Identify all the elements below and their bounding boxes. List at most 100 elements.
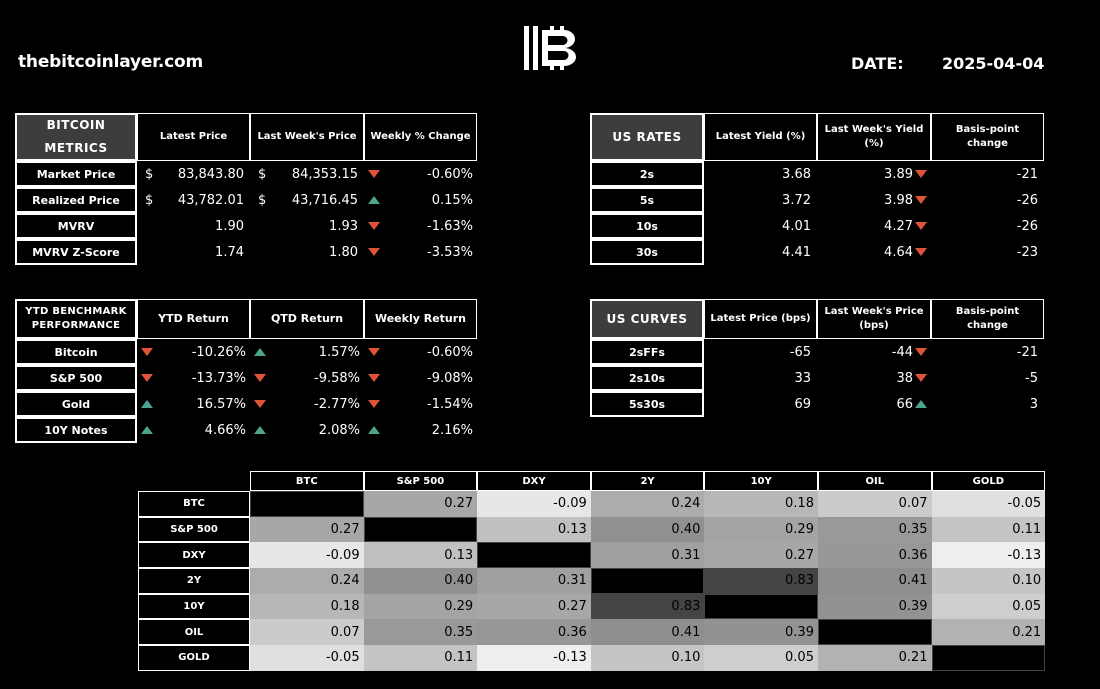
corr-cell: 0.39	[817, 593, 932, 620]
corr-row-label: 2Y	[138, 568, 250, 594]
corr-cell: -0.05	[931, 491, 1046, 517]
corr-diagonal-cell	[590, 568, 705, 594]
corr-cell: 0.05	[704, 645, 818, 671]
corr-cell: 0.29	[704, 516, 818, 543]
latest-value: $43,782.01	[145, 192, 244, 208]
trend-arrow-icon	[915, 348, 927, 356]
corr-cell: 0.10	[931, 568, 1046, 594]
corr-cell: -0.13	[477, 645, 591, 671]
correlation-matrix: BTC S&P 500 DXY 2Y 10Y OIL GOLD BTC 0.27 -0.09 0.2…	[138, 471, 1046, 671]
corr-cell: 0.27	[363, 491, 478, 517]
latest-value: -65	[789, 344, 811, 360]
row-label: MVRV Z-Score	[15, 239, 137, 265]
corr-cell: 0.24	[590, 491, 705, 517]
last-week-cell: 3.98	[817, 187, 931, 213]
corr-cell: 0.41	[817, 568, 932, 594]
corr-cell: 0.40	[590, 516, 705, 543]
corr-cell: 0.31	[590, 542, 705, 569]
change-value: -23	[1016, 244, 1038, 260]
corr-col-header: OIL	[817, 471, 932, 491]
us-curves-table: US CURVES Latest Price (bps) Last Week's…	[590, 299, 1044, 417]
col-bp-change: Basis-point change	[931, 113, 1044, 161]
corr-cell: 0.27	[704, 542, 818, 569]
trend-arrow-icon	[141, 348, 153, 356]
latest-value: 33	[794, 370, 811, 386]
corr-cell: 0.35	[363, 619, 478, 646]
change-value: -26	[1016, 218, 1038, 234]
corr-cell: 0.24	[250, 568, 364, 594]
trend-arrow-icon	[368, 222, 380, 230]
row-label: Market Price	[15, 161, 137, 187]
corr-cell: 0.21	[931, 619, 1046, 646]
latest-value: 3.72	[782, 192, 811, 208]
last-week-value: $43,716.45	[258, 192, 358, 208]
row-label: Realized Price	[15, 187, 137, 213]
corr-diagonal-cell	[250, 491, 364, 517]
corr-cell: 0.13	[363, 542, 478, 569]
last-week-value: 1.93	[329, 218, 358, 234]
qtd-cell: -9.58%	[250, 365, 364, 391]
corr-diagonal-cell	[363, 516, 478, 543]
corr-col-header: DXY	[477, 471, 591, 491]
corr-col-header: GOLD	[931, 471, 1046, 491]
us-rates-table: US RATES Latest Yield (%) Last Week's Yi…	[590, 113, 1044, 265]
ytd-benchmark-table: YTD BENCHMARK PERFORMANCE YTD Return QTD…	[15, 299, 477, 443]
ytd-benchmark-title: YTD BENCHMARK PERFORMANCE	[15, 299, 137, 339]
trend-arrow-icon	[368, 374, 380, 382]
corr-cell: 0.10	[590, 645, 705, 671]
last-week-cell: 38	[817, 365, 931, 391]
corr-cell: 0.29	[363, 593, 478, 620]
col-bp-change: Basis-point change	[931, 299, 1044, 339]
change-value: -5	[1025, 370, 1038, 386]
change-value: -21	[1016, 344, 1038, 360]
corr-cell: 0.05	[931, 593, 1046, 620]
corr-col-header: S&P 500	[363, 471, 478, 491]
corr-cell: -0.09	[477, 491, 591, 517]
trend-arrow-icon	[368, 248, 380, 256]
corr-cell: 0.36	[817, 542, 932, 569]
corr-diagonal-cell	[704, 593, 818, 620]
row-label: 2s10s	[590, 365, 704, 391]
corr-diagonal-cell	[477, 542, 591, 569]
corr-diagonal-cell	[931, 645, 1046, 671]
change-cell: -1.63%	[364, 213, 477, 239]
corr-cell: -0.13	[931, 542, 1046, 569]
change-value: 3	[1029, 396, 1038, 412]
corr-cell: -0.05	[250, 645, 364, 671]
latest-value: 3.68	[782, 166, 811, 182]
us-rates-title: US RATES	[590, 113, 704, 161]
trend-arrow-icon	[254, 348, 266, 356]
ytd-cell: 4.66%	[137, 417, 250, 443]
qtd-cell: 1.57%	[250, 339, 364, 365]
trend-arrow-icon	[368, 426, 380, 434]
corr-cell: 0.27	[477, 593, 591, 620]
trend-arrow-icon	[254, 374, 266, 382]
trend-arrow-icon	[915, 400, 927, 408]
us-curves-title: US CURVES	[590, 299, 704, 339]
last-week-cell: 66	[817, 391, 931, 417]
corr-cell: 0.11	[931, 516, 1046, 543]
bitcoin-metrics-table: BITCOIN METRICS Latest Price Last Week's…	[15, 113, 477, 265]
corr-cell: 0.18	[704, 491, 818, 517]
change-cell: -0.60%	[364, 161, 477, 187]
col-latest-yield: Latest Yield (%)	[704, 113, 817, 161]
latest-value: 1.74	[215, 244, 244, 260]
corr-cell: 0.21	[817, 645, 932, 671]
row-label: 2sFFs	[590, 339, 704, 365]
trend-arrow-icon	[368, 348, 380, 356]
corr-cell: 0.31	[477, 568, 591, 594]
row-label: 30s	[590, 239, 704, 265]
corr-col-header: BTC	[250, 471, 364, 491]
corr-cell: 0.35	[817, 516, 932, 543]
last-week-value: $84,353.15	[258, 166, 358, 182]
weekly-cell: -1.54%	[364, 391, 477, 417]
corr-diagonal-cell	[817, 619, 932, 646]
corr-row-label: BTC	[138, 491, 250, 517]
change-cell: 0.15%	[364, 187, 477, 213]
weekly-cell: 2.16%	[364, 417, 477, 443]
row-label: Gold	[15, 391, 137, 417]
weekly-cell: -0.60%	[364, 339, 477, 365]
corr-col-header: 2Y	[590, 471, 705, 491]
trend-arrow-icon	[141, 426, 153, 434]
col-ytd-return: YTD Return	[137, 299, 250, 339]
